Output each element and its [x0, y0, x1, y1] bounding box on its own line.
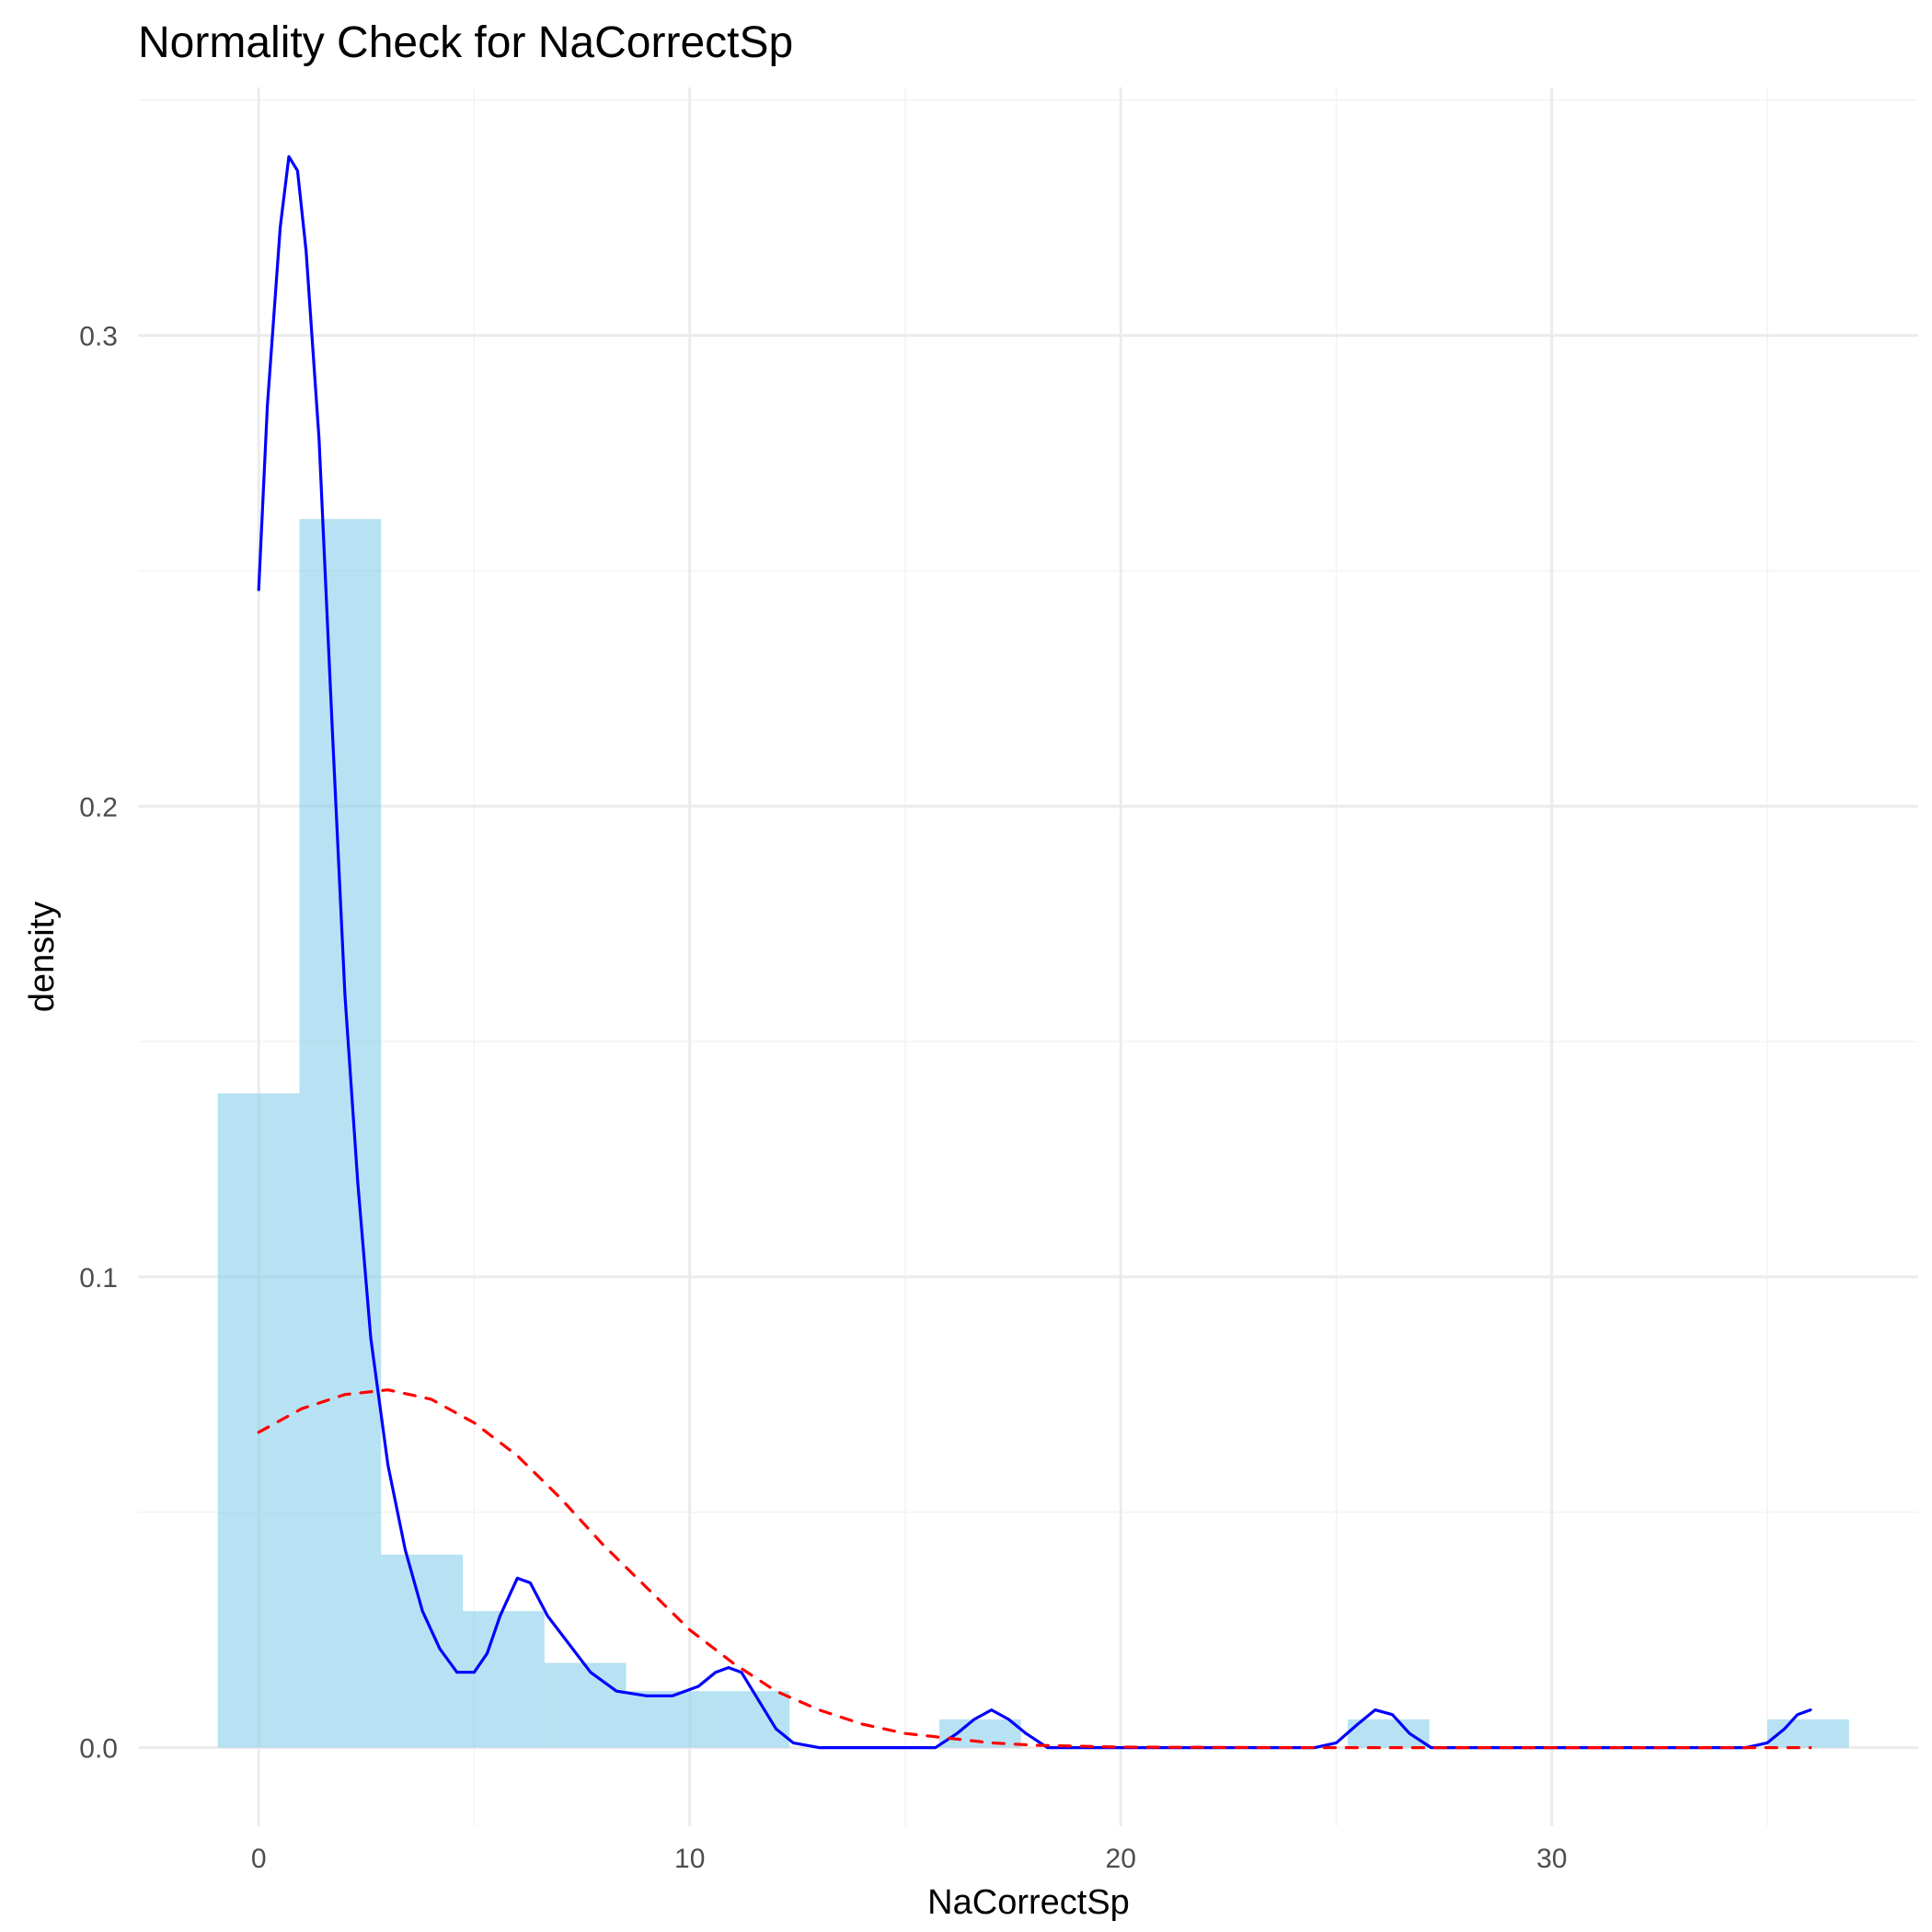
x-tick-label: 10 [674, 1844, 705, 1874]
histogram-bar [381, 1554, 464, 1748]
y-tick-label: 0.2 [79, 792, 118, 822]
x-tick-label: 30 [1536, 1844, 1567, 1874]
tick-labels: 0 10 20 30 0.0 0.1 0.2 0.3 [79, 322, 1567, 1874]
x-tick-label: 20 [1106, 1844, 1136, 1874]
chart-title: Normality Check for NaCorrectSp [138, 18, 793, 67]
y-tick-label: 0.3 [79, 322, 118, 352]
histogram-bar [938, 1719, 1021, 1748]
y-tick-label: 0.1 [79, 1263, 118, 1294]
x-tick-label: 0 [251, 1844, 267, 1874]
histogram-bar [707, 1691, 790, 1748]
histogram-bar [299, 519, 382, 1748]
y-axis-label: density [23, 902, 62, 1012]
histogram-bars [217, 519, 1849, 1748]
density-lines [257, 155, 1812, 1750]
normal-curve-line [257, 1388, 1812, 1750]
histogram-bar [217, 1093, 300, 1748]
y-tick-label: 0.0 [79, 1734, 118, 1765]
x-axis-label: NaCorrectSp [927, 1883, 1130, 1922]
histogram-bar [626, 1691, 708, 1748]
histogram-bar [463, 1611, 545, 1748]
histogram-bar [1347, 1719, 1430, 1748]
histogram-bar [544, 1662, 627, 1748]
kernel-density-line [257, 155, 1812, 1750]
